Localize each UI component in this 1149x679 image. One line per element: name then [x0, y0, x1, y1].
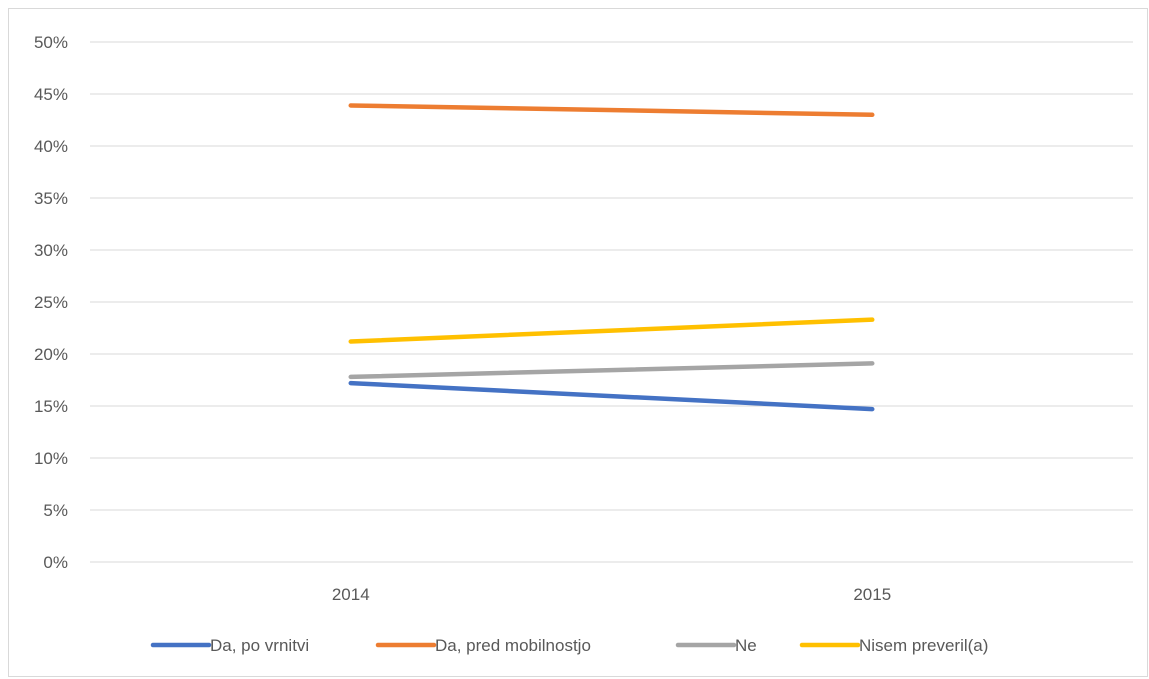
y-tick-label: 45% — [34, 85, 68, 104]
gridlines — [90, 41, 1133, 563]
series-lines — [348, 103, 875, 412]
series-line — [348, 103, 875, 118]
y-tick-label: 10% — [34, 449, 68, 468]
y-tick-label: 30% — [34, 241, 68, 260]
y-tick-label: 40% — [34, 137, 68, 156]
series-line — [348, 380, 875, 412]
y-tick-label: 25% — [34, 293, 68, 312]
y-tick-label: 0% — [43, 553, 68, 572]
legend-item[interactable]: Ne — [675, 636, 757, 655]
legend-label: Ne — [735, 636, 757, 655]
legend-label: Nisem preveril(a) — [859, 636, 988, 655]
y-axis: 0% 5% 10% 15% 20% 25% 30% 35% 40% 45% 50% — [34, 33, 68, 572]
y-tick-label: 35% — [34, 189, 68, 208]
legend-item[interactable]: Nisem preveril(a) — [799, 636, 988, 655]
legend[interactable]: Da, po vrnitvi Da, pred mobilnostjo Ne Nise… — [150, 636, 988, 655]
x-tick-label: 2015 — [853, 585, 891, 604]
series-line — [348, 361, 875, 380]
legend-label: Da, po vrnitvi — [210, 636, 309, 655]
legend-item[interactable]: Da, pred mobilnostjo — [375, 636, 591, 655]
y-tick-label: 5% — [43, 501, 68, 520]
x-tick-label: 2014 — [332, 585, 370, 604]
series-line — [348, 317, 875, 344]
legend-item[interactable]: Da, po vrnitvi — [150, 636, 309, 655]
x-axis: 2014 2015 — [332, 585, 891, 604]
chart-frame — [8, 8, 1148, 677]
y-tick-label: 50% — [34, 33, 68, 52]
legend-label: Da, pred mobilnostjo — [435, 636, 591, 655]
y-tick-label: 15% — [34, 397, 68, 416]
y-tick-label: 20% — [34, 345, 68, 364]
